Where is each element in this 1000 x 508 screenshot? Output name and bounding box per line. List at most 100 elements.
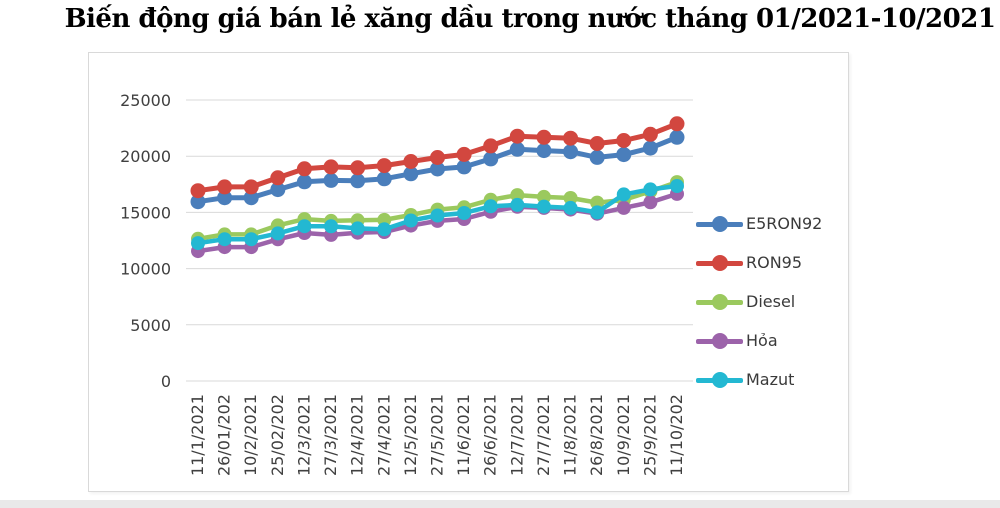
data-point-ron95[interactable] <box>296 161 312 177</box>
data-point-diesel[interactable] <box>510 188 525 203</box>
data-point-mazut[interactable] <box>403 213 418 228</box>
data-point-ron95[interactable] <box>669 116 685 132</box>
data-point-e5ron92[interactable] <box>430 161 445 177</box>
data-point-e5ron92[interactable] <box>403 166 419 182</box>
data-point-diesel[interactable] <box>563 191 578 205</box>
data-point-e5ron92[interactable] <box>270 182 286 198</box>
data-point-mazut[interactable] <box>324 219 339 234</box>
data-point-ron95[interactable] <box>323 159 339 175</box>
data-point-hỏa[interactable] <box>643 195 658 210</box>
x-tick-label: 26/6/2021 <box>481 394 500 476</box>
data-point-ron95[interactable] <box>536 129 552 145</box>
x-tick-label: 25/02/202 <box>268 394 287 476</box>
data-point-mazut[interactable] <box>536 199 551 214</box>
data-point-e5ron92[interactable] <box>350 173 366 189</box>
y-tick-label: 20000 <box>120 147 171 166</box>
y-tick-label: 0 <box>161 372 171 391</box>
x-tick-label: 12/5/2021 <box>401 394 420 476</box>
data-point-e5ron92[interactable] <box>669 129 685 145</box>
data-point-ron95[interactable] <box>509 128 525 144</box>
line-chart-plot: 0 5000 10000 15000 20000 25000 11/1/2021 26/01/… <box>120 91 693 476</box>
data-point-e5ron92[interactable] <box>190 194 206 210</box>
data-point-e5ron92[interactable] <box>296 174 312 190</box>
data-point-mazut[interactable] <box>670 179 684 193</box>
data-point-e5ron92[interactable] <box>323 172 339 188</box>
x-tick-label: 27/7/2021 <box>534 394 553 476</box>
data-point-ron95[interactable] <box>403 154 419 169</box>
data-point-e5ron92[interactable] <box>589 149 605 165</box>
x-tick-label: 12/7/2021 <box>507 394 526 476</box>
x-tick-label: 26/8/2021 <box>587 394 606 476</box>
data-point-mazut[interactable] <box>350 221 365 236</box>
ron95-series-marker-icon <box>696 254 743 271</box>
data-point-mazut[interactable] <box>270 226 285 241</box>
data-point-mazut[interactable] <box>590 205 605 220</box>
data-point-e5ron92[interactable] <box>376 171 392 187</box>
data-point-ron95[interactable] <box>243 179 259 195</box>
mazut-series-marker-icon <box>696 371 743 388</box>
x-tick-label: 11/8/2021 <box>561 394 580 476</box>
data-point-ron95[interactable] <box>270 170 286 186</box>
y-tick-label: 25000 <box>120 91 171 110</box>
x-tick-label: 11/1/2021 <box>188 394 207 476</box>
x-tick-label: 27/5/2021 <box>428 394 447 476</box>
data-point-ron95[interactable] <box>642 126 658 142</box>
chart-legend: E5RON92 RON95 Diesel Hỏa Mazut <box>696 204 822 399</box>
data-point-mazut[interactable] <box>510 197 525 212</box>
y-tick-label: 10000 <box>120 260 171 279</box>
data-point-ron95[interactable] <box>376 158 392 174</box>
data-point-ron95[interactable] <box>616 133 632 148</box>
legend-item-ron95[interactable]: RON95 <box>696 243 822 282</box>
data-point-ron95[interactable] <box>190 183 206 199</box>
x-tick-label: 11/10/202 <box>667 394 686 476</box>
data-point-ron95[interactable] <box>350 160 366 176</box>
data-point-e5ron92[interactable] <box>616 147 632 163</box>
x-tick-label: 12/3/2021 <box>294 394 313 476</box>
chart-frame[interactable]: 0 5000 10000 15000 20000 25000 11/1/2021 26/01/… <box>88 52 849 492</box>
data-point-mazut[interactable] <box>430 208 445 223</box>
data-point-ron95[interactable] <box>456 146 472 162</box>
x-tick-label: 25/9/2021 <box>640 394 659 476</box>
x-tick-label: 11/6/2021 <box>454 394 473 476</box>
diesel-series-marker-icon <box>696 293 743 310</box>
data-point-ron95[interactable] <box>430 150 445 165</box>
legend-item-mazut[interactable]: Mazut <box>696 360 822 399</box>
data-point-ron95[interactable] <box>217 179 233 195</box>
data-point-mazut[interactable] <box>191 236 205 251</box>
data-point-mazut[interactable] <box>483 199 498 214</box>
data-point-mazut[interactable] <box>616 187 631 202</box>
data-point-mazut[interactable] <box>377 222 392 237</box>
legend-item-e5ron92[interactable]: E5RON92 <box>696 204 822 243</box>
data-point-mazut[interactable] <box>217 232 232 247</box>
data-point-ron95[interactable] <box>563 130 579 146</box>
title-wrap: Biến động giá bán lẻ xăng dầu trong nước… <box>60 4 1000 34</box>
data-point-e5ron92[interactable] <box>536 143 552 159</box>
x-tick-label: 10/9/2021 <box>614 394 633 476</box>
data-point-ron95[interactable] <box>589 136 605 151</box>
data-point-mazut[interactable] <box>563 200 578 215</box>
data-point-mazut[interactable] <box>643 182 658 197</box>
data-point-hỏa[interactable] <box>616 200 631 215</box>
data-point-e5ron92[interactable] <box>217 190 233 206</box>
data-point-mazut[interactable] <box>457 206 472 220</box>
e5ron92-series-marker-icon <box>696 215 743 232</box>
x-tick-label: 12/4/2021 <box>348 394 367 476</box>
data-point-e5ron92[interactable] <box>483 151 499 167</box>
y-tick-label: 15000 <box>120 203 171 222</box>
data-point-ron95[interactable] <box>483 138 499 154</box>
data-point-diesel[interactable] <box>590 195 605 210</box>
x-tick-label: 26/01/202 <box>215 394 234 476</box>
data-point-e5ron92[interactable] <box>243 190 259 206</box>
legend-label-diesel: Diesel <box>746 292 796 311</box>
legend-item-hoa[interactable]: Hỏa <box>696 321 822 360</box>
data-point-e5ron92[interactable] <box>456 159 472 175</box>
data-point-e5ron92[interactable] <box>509 141 525 157</box>
data-point-diesel[interactable] <box>536 189 551 204</box>
data-point-e5ron92[interactable] <box>563 144 579 160</box>
legend-item-diesel[interactable]: Diesel <box>696 282 822 321</box>
data-point-e5ron92[interactable] <box>642 140 658 156</box>
data-point-mazut[interactable] <box>244 232 259 247</box>
hoa-series-marker-icon <box>696 332 743 349</box>
data-point-mazut[interactable] <box>297 219 312 234</box>
